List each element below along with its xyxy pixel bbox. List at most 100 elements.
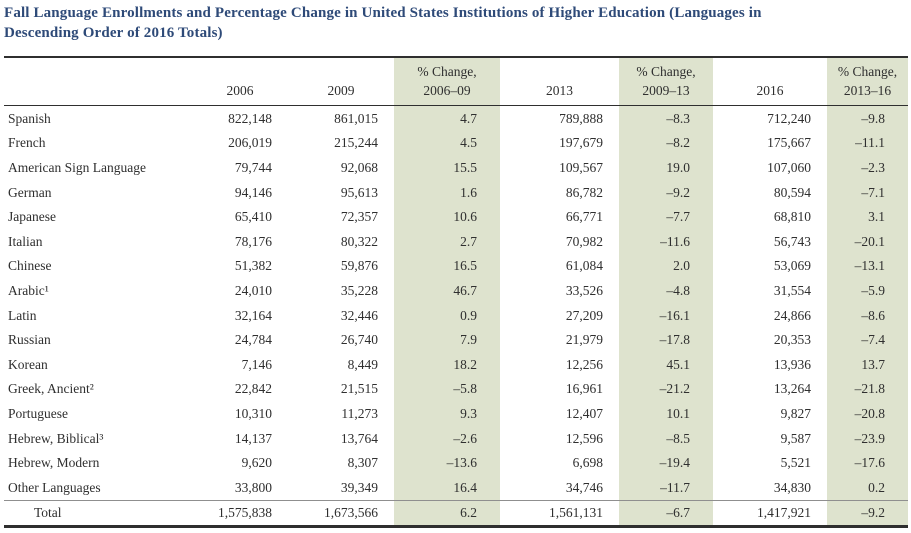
cell-2013: 12,596 <box>565 430 603 446</box>
cell-pct-change-2013-16: –7.4 <box>827 327 908 352</box>
cell-2006: 94,146 <box>234 184 272 200</box>
cell-pct-change-2009-13: –11.6 <box>619 228 713 254</box>
cell-2006: 33,800 <box>234 479 272 495</box>
table-row: Chinese 51,382 59,876 16.5 61,084 2.0 53,069 –1… <box>4 253 908 279</box>
cell-language: Russian <box>8 332 51 348</box>
table-row: Arabic¹ 24,010 35,228 46.7 33,526 –4.8 31,554–… <box>4 278 908 303</box>
cell-pct-change-2006-09: 18.2 <box>394 351 500 377</box>
cell-language: Italian <box>8 233 43 249</box>
cell-pct-change-2009-13: 2.0 <box>619 253 713 279</box>
cell-pct-change-2009-13: –17.8 <box>619 327 713 352</box>
cell-language: Portuguese <box>8 405 68 421</box>
cell-2009: 11,273 <box>341 405 378 421</box>
cell-2006: 822,148 <box>228 110 272 126</box>
cell-2006: 24,010 <box>234 282 272 298</box>
cell-2013: 197,679 <box>559 135 603 151</box>
cell-2009: 8,307 <box>347 455 378 471</box>
table-row: Hebrew, Biblical³ 14,137 13,764 –2.6 12,596–… <box>4 425 908 451</box>
cell-2009: 39,349 <box>340 479 378 495</box>
cell-2006: 51,382 <box>234 258 272 274</box>
cell-2006: 78,176 <box>234 233 272 249</box>
cell-2009: 1,673,566 <box>288 499 394 527</box>
cell-2016: 53,069 <box>773 258 811 274</box>
cell-language: Hebrew, Modern <box>8 455 100 471</box>
cell-pct-change-2006-09: 9.3 <box>394 401 500 426</box>
cell-2013: 33,526 <box>565 282 603 298</box>
cell-pct-change-2006-09: 4.7 <box>394 105 500 131</box>
cell-pct-change-2009-13: 10.1 <box>619 401 713 426</box>
cell-2013: 27,209 <box>565 307 603 323</box>
cell-2016: 80,594 <box>773 184 811 200</box>
column-header-language <box>4 57 192 106</box>
cell-2009: 35,228 <box>340 282 378 298</box>
cell-2009: 26,740 <box>340 332 378 348</box>
cell-2006: 79,744 <box>234 159 272 175</box>
cell-2009: 95,613 <box>340 184 378 200</box>
cell-2009: 32,446 <box>340 307 378 323</box>
cell-2013: 12,256 <box>565 356 603 372</box>
cell-2009: 13,764 <box>340 430 378 446</box>
table-row: Hebrew, Modern 9,620 8,307 –13.6 6,698 –19.4 5… <box>4 450 908 475</box>
cell-2016: 31,554 <box>773 282 811 298</box>
cell-2016: 107,060 <box>767 159 811 175</box>
cell-2006: 65,410 <box>234 209 272 225</box>
cell-pct-change-2009-13: 45.1 <box>619 351 713 377</box>
cell-pct-change-2013-16: –21.8 <box>827 376 908 402</box>
cell-language: Hebrew, Biblical³ <box>8 430 104 446</box>
cell-2009: 80,322 <box>340 233 378 249</box>
cell-pct-change-2006-09: –5.8 <box>394 376 500 402</box>
cell-pct-change-2006-09: 16.5 <box>394 253 500 279</box>
column-header-pct-change-2013-16: % Change, 2013–16 <box>827 57 908 106</box>
column-header-2009: 2009 <box>288 57 394 106</box>
cell-pct-change-2013-16: –17.6 <box>827 450 908 475</box>
table-row: Latin 32,164 32,446 0.9 27,209 –16.1 24,866 –8.… <box>4 302 908 328</box>
column-header-2006: 2006 <box>192 57 288 106</box>
cell-2016: 5,521 <box>780 455 811 471</box>
cell-language: Japanese <box>8 209 56 225</box>
cell-2016: 24,866 <box>773 307 811 323</box>
cell-2006: 10,310 <box>234 405 272 421</box>
cell-pct-change-2013-16: 0.2 <box>827 474 908 500</box>
cell-pct-change-2013-16: –13.1 <box>827 253 908 279</box>
cell-2009: 8,449 <box>347 356 378 372</box>
cell-2009: 59,876 <box>340 258 378 274</box>
cell-2016: 13,264 <box>773 381 811 397</box>
table-row: Other Languages 33,800 39,349 16.4 34,746 –11… <box>4 474 908 500</box>
cell-2016: 9,587 <box>780 430 811 446</box>
cell-2013: 6,698 <box>572 455 603 471</box>
cell-pct-change-2006-09: 6.2 <box>394 499 500 527</box>
table-row: Korean 7,146 8,449 18.2 12,256 45.1 13,936 13.7 <box>4 351 908 377</box>
cell-pct-change-2009-13: –7.7 <box>619 204 713 229</box>
cell-pct-change-2009-13: –4.8 <box>619 278 713 303</box>
table-row: Italian 78,176 80,322 2.7 70,982 –11.6 56,743–… <box>4 228 908 254</box>
cell-pct-change-2013-16: –20.8 <box>827 401 908 426</box>
total-row: Total 1,575,838 1,673,566 6.2 1,561,131 –6.7 1… <box>4 499 908 527</box>
table-row: German 94,146 95,613 1.6 86,782 –9.2 80,594 –7.… <box>4 179 908 205</box>
cell-pct-change-2013-16: –20.1 <box>827 228 908 254</box>
table-title-line1: Fall Language Enrollments and Percentage… <box>4 5 762 21</box>
cell-2013: 66,771 <box>565 209 603 225</box>
cell-2009: 72,357 <box>340 209 378 225</box>
table-row: Russian 24,784 26,740 7.9 21,979 –17.8 20,353–… <box>4 327 908 352</box>
cell-pct-change-2006-09: 10.6 <box>394 204 500 229</box>
cell-pct-change-2009-13: –19.4 <box>619 450 713 475</box>
cell-pct-change-2006-09: 7.9 <box>394 327 500 352</box>
cell-2006: 14,137 <box>234 430 272 446</box>
cell-language: Spanish <box>8 110 51 126</box>
cell-2016: 712,240 <box>767 110 811 126</box>
cell-2009: 21,515 <box>340 381 378 397</box>
cell-2016: 13,936 <box>773 356 811 372</box>
cell-language: French <box>8 135 46 151</box>
table-row: Greek, Ancient² 22,842 21,515 –5.8 16,961 –21… <box>4 376 908 402</box>
table-row: French 206,019 215,244 4.5 197,679 –8.2 175,66… <box>4 130 908 156</box>
cell-pct-change-2006-09: –2.6 <box>394 425 500 451</box>
cell-pct-change-2009-13: –16.1 <box>619 302 713 328</box>
cell-2016: 68,810 <box>773 209 811 225</box>
cell-2016: 34,830 <box>773 479 811 495</box>
table-row: Spanish 822,148 861,015 4.7 789,888 –8.3 712,2… <box>4 105 908 131</box>
cell-pct-change-2009-13: 19.0 <box>619 155 713 180</box>
cell-pct-change-2013-16: –5.9 <box>827 278 908 303</box>
table-row: American Sign Language 79,744 92,068 15.5 10… <box>4 155 908 180</box>
cell-pct-change-2009-13: –9.2 <box>619 179 713 205</box>
